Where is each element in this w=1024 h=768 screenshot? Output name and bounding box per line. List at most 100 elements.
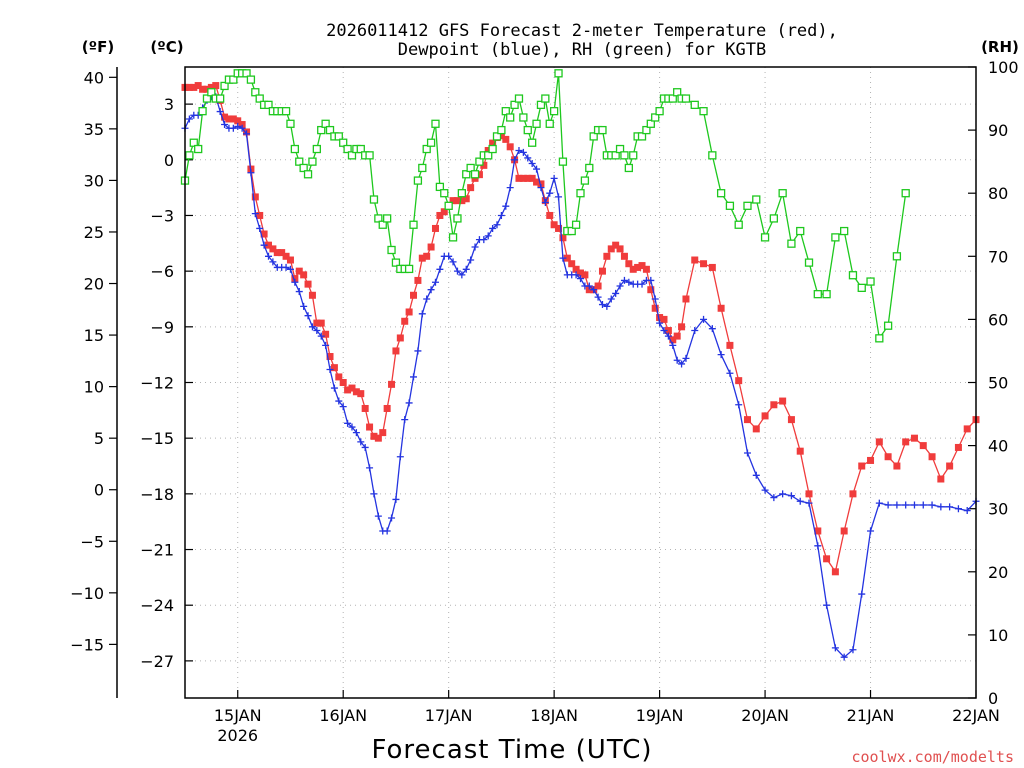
dewpoint-point [366, 464, 374, 472]
dewpoint-point [348, 423, 356, 431]
dewpoint-point [770, 494, 778, 502]
rh-point [541, 94, 550, 103]
temperature-point [203, 85, 211, 93]
rh-point [615, 144, 625, 154]
temperature-point [770, 401, 778, 409]
dewpoint-point [282, 263, 290, 271]
dewpoint-point [374, 512, 382, 520]
temperature-point [238, 121, 246, 129]
fahrenheit-tick-label: 15 [84, 326, 104, 345]
dewpoint-point [849, 646, 857, 654]
dewpoint-point [708, 325, 716, 333]
rh-point [404, 264, 414, 274]
temperature-point [370, 432, 378, 440]
rh-point [264, 100, 273, 110]
dewpoint-point [260, 241, 268, 249]
dewpoint-point [216, 108, 224, 116]
rh-point [536, 100, 546, 110]
dewpoint-point [322, 341, 330, 349]
dewpoint-point [264, 252, 272, 260]
temperature-point [823, 555, 831, 563]
dewpoint-point [620, 276, 628, 284]
temperature-point [664, 327, 672, 335]
rh-point [488, 144, 497, 154]
temperature-point [651, 304, 659, 312]
dewpoint-point [761, 486, 769, 494]
rh-point [325, 125, 335, 135]
temperature-point [937, 475, 945, 483]
dewpoint-point [414, 347, 422, 355]
dewpoint-point [489, 224, 497, 232]
celsius-tick-label: −9 [150, 318, 174, 337]
rh-point [580, 176, 590, 185]
temperature-point [568, 260, 576, 268]
rh-tick-label: 0 [988, 689, 998, 708]
rh-point [752, 195, 761, 204]
dewpoint-point [458, 271, 466, 279]
rh-point [673, 88, 682, 97]
rh-point [484, 151, 493, 160]
dewpoint-point [256, 224, 264, 232]
dewpoint-point [700, 315, 708, 323]
temperature-point [260, 230, 268, 238]
temperature-point [304, 280, 312, 288]
x-axis-title: Forecast Time (UTC) [371, 735, 652, 765]
dewpoint-point [467, 256, 475, 264]
rh-point [668, 94, 677, 103]
rh-point [848, 271, 858, 280]
dewpoint-point [647, 276, 655, 284]
rh-tick-label: 70 [988, 247, 1008, 266]
temperature-point [577, 269, 584, 277]
rh-point [448, 233, 458, 242]
rh-point [453, 214, 462, 223]
time-tick-label: 17JAN [425, 706, 473, 725]
temperature-point [761, 412, 769, 420]
dewpoint-point [423, 295, 431, 303]
fahrenheit-axis: 40 35 30 25 20 15 10 5 0 −5 −10 −15 [70, 68, 117, 654]
fahrenheit-tick-label: 20 [84, 275, 104, 294]
rh-point [216, 94, 225, 103]
temperature-point [910, 434, 918, 442]
rh-point [892, 252, 902, 261]
series-layer [180, 69, 980, 661]
dewpoint-point [511, 156, 519, 164]
temperature-point [449, 197, 457, 205]
dewpoint-point [858, 590, 866, 598]
rh-point [457, 189, 467, 198]
rh-point [611, 151, 620, 160]
dewpoint-point [330, 384, 338, 392]
rh-point [778, 189, 787, 198]
temperature-point [634, 263, 642, 271]
temperature-point [572, 265, 580, 273]
dewpoint-point [678, 360, 686, 368]
temperature-point [642, 265, 650, 273]
dewpoint-point [893, 501, 901, 509]
rh-point [194, 144, 203, 154]
dewpoint-point [682, 354, 690, 362]
dewpoint-point [559, 254, 567, 262]
fahrenheit-tick-label: 0 [94, 481, 104, 500]
temperature-point [190, 83, 198, 91]
time-tick-label: 19JAN [636, 706, 684, 725]
temperature-point [414, 276, 422, 284]
dewpoint-point [735, 401, 743, 409]
temperature-point [963, 425, 971, 433]
rh-point [883, 321, 893, 330]
dewpoint-point [286, 265, 294, 273]
dewpoint-point [493, 221, 501, 229]
dewpoint-point [902, 501, 910, 509]
temperature-point [656, 314, 664, 322]
rh-tick-label: 10 [988, 626, 1008, 645]
fahrenheit-unit-label: (ºF) [82, 38, 114, 56]
temperature-point [273, 249, 281, 257]
celsius-tick-label: −15 [140, 429, 174, 448]
rh-tick-label: 100 [988, 58, 1019, 77]
rh-point [198, 107, 207, 116]
temperature-point [185, 83, 193, 91]
temperature-point [234, 117, 242, 125]
rh-point [857, 283, 866, 293]
dewpoint-point [612, 289, 620, 297]
temperature-point [902, 438, 910, 446]
temperature-point [335, 373, 343, 381]
dewpoint-point [497, 211, 505, 219]
